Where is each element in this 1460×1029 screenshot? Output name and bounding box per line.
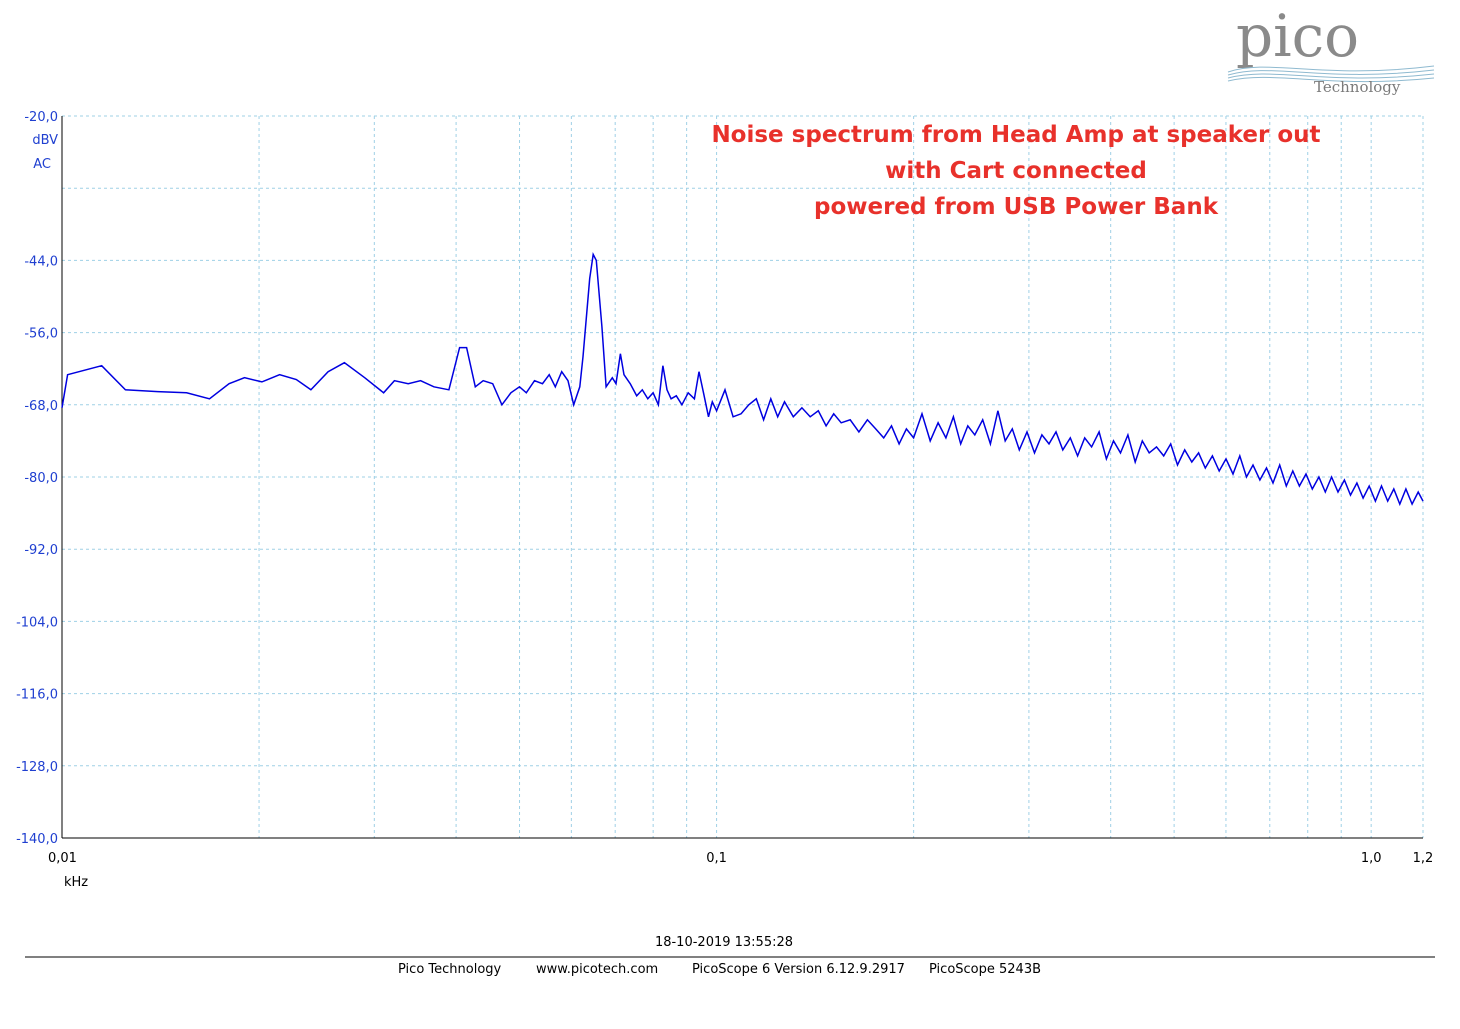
y-unit-line-1: dBV xyxy=(32,133,58,148)
footer-device: PicoScope 5243B xyxy=(929,962,1041,977)
annotation-line-1: Noise spectrum from Head Amp at speaker … xyxy=(711,122,1320,148)
y-tick-labels: -20,0 -44,0 -56,0 -68,0 -80,0 -92,0 -104,0 -116… xyxy=(16,110,58,847)
logo-sub: Technology xyxy=(1314,78,1401,96)
footer-version: PicoScope 6 Version 6.12.9.2917 xyxy=(692,962,905,977)
x-tick-labels: 0,01 0,1 1,0 1,2 xyxy=(48,851,1433,866)
timestamp: 18-10-2019 13:55:28 xyxy=(655,935,793,950)
y-tick-label: -116,0 xyxy=(16,688,58,703)
footer-website: www.picotech.com xyxy=(536,962,658,977)
x-tick-label: 1,0 xyxy=(1361,851,1382,866)
x-tick-label: 0,01 xyxy=(48,851,77,866)
logo-word: pico xyxy=(1236,2,1359,70)
x-tick-label: 0,1 xyxy=(706,851,727,866)
y-tick-label: -80,0 xyxy=(24,471,58,486)
annotation-line-2: with Cart connected xyxy=(885,158,1147,184)
spectrum-trace xyxy=(61,251,1424,507)
y-tick-label: -20,0 xyxy=(24,110,58,125)
y-unit-line-2: AC xyxy=(33,157,51,172)
annotation-line-3: powered from USB Power Bank xyxy=(814,194,1219,220)
footer-company: Pico Technology xyxy=(398,962,502,977)
y-tick-label: -44,0 xyxy=(24,254,58,269)
plot-grid xyxy=(61,115,1424,839)
y-tick-label: -140,0 xyxy=(16,832,58,847)
y-tick-label: -68,0 xyxy=(24,399,58,414)
x-tick-label: 1,2 xyxy=(1413,851,1434,866)
pico-logo: pico Technology xyxy=(1227,2,1435,96)
plot-axes xyxy=(61,116,1423,839)
y-tick-label: -104,0 xyxy=(16,615,58,630)
annotation: Noise spectrum from Head Amp at speaker … xyxy=(711,122,1320,220)
y-tick-label: -56,0 xyxy=(24,327,58,342)
y-tick-label: -92,0 xyxy=(24,543,58,558)
logo-wave-icon xyxy=(1227,65,1435,83)
y-tick-label: -128,0 xyxy=(16,760,58,775)
x-unit: kHz xyxy=(64,875,88,890)
